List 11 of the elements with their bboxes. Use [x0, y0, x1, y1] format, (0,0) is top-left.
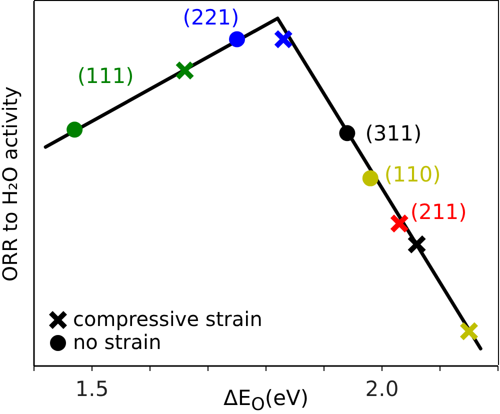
annotation: (211): [410, 200, 467, 224]
annotation: (311): [365, 121, 422, 146]
annotation: (110): [384, 162, 441, 187]
legend-label: compressive strain: [73, 307, 262, 331]
legend-label: no strain: [73, 330, 162, 354]
x-tick-label: 2.0: [365, 376, 399, 401]
x-axis-title: ΔE$_{O}$(eV): [223, 386, 309, 414]
annotation: (221): [182, 6, 240, 30]
y-axis-title: ORR to H₂O activity: [0, 86, 22, 282]
x-tick-label: 1.5: [75, 376, 109, 401]
annotation: (111): [77, 64, 134, 88]
